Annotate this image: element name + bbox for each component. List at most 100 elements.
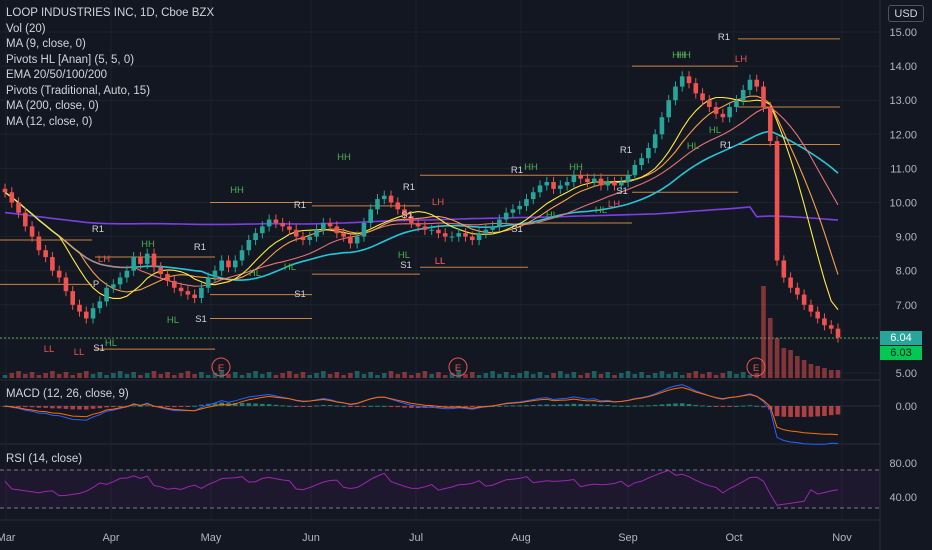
candle-body [734,100,739,108]
price-tick-label: 13.00 [889,95,917,107]
candle-body [375,199,380,210]
candle-body [334,226,340,234]
candle-body [9,192,15,203]
pivot-marker: R1 [194,242,206,253]
volume-bar [388,371,394,378]
volume-bar [111,373,116,378]
candle-body [50,257,55,271]
candle-body [341,233,346,237]
last-price-tag: 6.04 [880,331,922,345]
pivot-marker: HH [141,239,155,250]
macd-histogram-bar [781,406,787,417]
volume-bar [707,372,712,378]
volume-bar [300,372,306,378]
macd-histogram-bar [727,406,732,407]
volume-bar [578,375,583,378]
rsi-tick-label: 40.00 [889,492,917,504]
price-tick-label: 12.00 [889,129,917,141]
x-tick-label: Jun [302,532,320,544]
macd-histogram-bar [280,405,285,407]
volume-bar [63,372,69,378]
candle-body [707,100,712,108]
x-tick-label: Jul [409,532,423,544]
volume-bar [497,374,502,378]
price-tick-label: 11.00 [890,163,917,175]
macd-histogram-bar [801,406,807,417]
macd-histogram-bar [226,402,231,406]
x-tick-label: Sep [618,532,638,544]
macd-histogram-bar [212,403,218,406]
volume-bar [429,374,434,378]
pivot-marker: LH [735,54,747,65]
macd-histogram-bar [199,404,204,406]
macd-histogram-bar [585,404,590,406]
macd-histogram-bar [612,405,617,407]
candle-body [124,270,130,278]
candle-body [422,226,428,230]
macd-label: MACD (12, 26, close, 9) [6,388,129,400]
candle-body [693,83,699,94]
pivot-marker: P [93,279,99,290]
indicator-pivots-hl: Pivots HL [Anan] (5, 5, 0) [6,53,135,66]
volume-bar [503,372,509,378]
macd-histogram-bar [178,406,184,407]
candle-body [605,182,611,186]
volume-bar [625,371,631,378]
volume-bar [605,372,611,378]
volume-bar [693,371,699,378]
x-tick-label: Apr [102,532,119,544]
candle-body [808,304,814,312]
macd-histogram-bar [788,406,793,417]
candle-body [77,304,82,312]
macd-histogram-bar [571,403,577,406]
candle-body [469,236,475,241]
macd-line [4,384,839,445]
candle-body [307,236,313,241]
volume-bar [828,370,834,378]
macd-histogram-bar [29,406,35,408]
last-price-tag-secondary: 6.03 [880,346,922,360]
macd-histogram-bar [598,404,604,406]
candle-body [659,117,665,135]
volume-bar [70,375,76,378]
macd-histogram-bar [334,405,340,407]
macd-histogram-bar [77,406,82,410]
macd-histogram-bar [632,405,638,407]
x-tick-label: Aug [511,532,531,544]
currency-button[interactable]: USD [888,5,924,22]
chart-title: LOOP INDUSTRIES INC, 1D, Cboe BZX [6,7,215,19]
pivot-marker: HL [595,205,607,216]
candle-body [585,178,590,183]
x-tick-label: Nov [832,532,852,544]
ma200-line [4,206,839,226]
volume-bar [801,360,807,378]
volume-bar [226,374,231,378]
volume-bar [144,373,150,378]
candle-body [727,107,732,118]
volume-bar [652,373,658,378]
volume-bar [361,374,367,378]
pivot-marker: HL [105,338,117,349]
volume-bar [16,371,21,378]
candle-body [266,219,272,227]
macd-histogram-bar [287,405,292,407]
volume-bar [239,375,245,378]
earnings-marker-label: E [753,363,759,374]
candle-body [83,311,89,319]
macd-histogram-bar [808,406,814,417]
rsi-line [4,469,839,506]
macd-histogram-bar [354,406,360,407]
macd-histogram-bar [381,405,387,407]
candle-body [822,318,827,326]
candle-body [828,325,834,329]
macd-histogram-bar [165,406,170,407]
price-tick-label: 9.00 [896,232,917,244]
macd-histogram-bar [63,406,69,409]
pivot-marker: HL [167,315,179,326]
volume-bar [97,372,103,378]
volume-bar [90,374,96,378]
macd-histogram-bar [144,405,150,407]
candle-body [761,86,766,108]
pivot-marker: R1 [511,165,523,176]
